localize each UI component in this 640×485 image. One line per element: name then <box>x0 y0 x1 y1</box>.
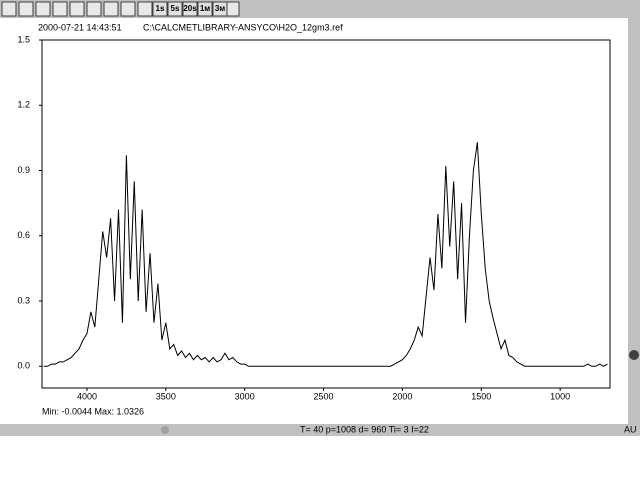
print-icon[interactable] <box>35 1 51 17</box>
bars-icon[interactable] <box>103 1 119 17</box>
x-tick-label: 3500 <box>156 391 176 401</box>
save-icon[interactable] <box>18 1 34 17</box>
plot-frame <box>41 39 611 389</box>
timestamp: 2000-07-21 14:43:51 <box>38 22 122 32</box>
time-button[interactable] <box>182 1 198 17</box>
time-buttons: 1s 5s 20s 1м 3м <box>152 1 228 17</box>
scrollbar[interactable] <box>628 18 640 424</box>
time-button-label: 1м <box>200 4 210 13</box>
time-button-label: 20s <box>183 4 197 13</box>
unit-label: AU <box>624 424 637 434</box>
open-icon[interactable] <box>1 1 17 17</box>
status-text: T= 40 p=1008 d= 960 Ti= 3 I=22 <box>300 424 429 434</box>
y-tick-label: 1.2 <box>17 100 30 110</box>
x-tick-label: 3000 <box>235 391 255 401</box>
time-button[interactable] <box>167 1 183 17</box>
y-tick-label: 0.0 <box>17 361 30 371</box>
file-path: C:\CALCMETLIBRARY-ANSYCO\H2O_12gm3.ref <box>143 22 343 32</box>
scroll-thumb[interactable] <box>629 350 639 360</box>
y-tick-label: 1.5 <box>17 34 30 44</box>
time-button[interactable] <box>197 1 213 17</box>
toolbar-icons <box>1 1 240 17</box>
status-bar <box>0 424 640 436</box>
time-button-label: 5s <box>171 4 180 13</box>
time-button-label: 3м <box>215 4 225 13</box>
x-tick-label: 2500 <box>314 391 334 401</box>
status-indicator <box>161 426 169 434</box>
y-tick-label: 0.3 <box>17 295 30 305</box>
min-max: Min: -0.0044 Max: 1.0326 <box>42 406 144 416</box>
plot: 0.0 0.3 0.6 0.9 1.2 1.5 4000 3500 3000 2500 2000 15… <box>17 34 608 401</box>
x-tick-label: 1000 <box>550 391 570 401</box>
time-button-label: 1s <box>156 4 165 13</box>
spectrum-line <box>43 142 608 367</box>
peaks-icon[interactable] <box>120 1 136 17</box>
x-tick-label: 4000 <box>77 391 97 401</box>
grid-icon[interactable] <box>86 1 102 17</box>
y-tick-label: 0.6 <box>17 230 30 240</box>
refresh-icon[interactable] <box>226 1 240 17</box>
time-button[interactable] <box>152 1 168 17</box>
x-tick-label: 2000 <box>392 391 412 401</box>
y-tick-label: 0.9 <box>17 165 30 175</box>
curve-icon[interactable] <box>137 1 153 17</box>
table-icon[interactable] <box>69 1 85 17</box>
x-tick-label: 1500 <box>471 391 491 401</box>
copy-icon[interactable] <box>52 1 68 17</box>
time-button[interactable] <box>212 1 228 17</box>
